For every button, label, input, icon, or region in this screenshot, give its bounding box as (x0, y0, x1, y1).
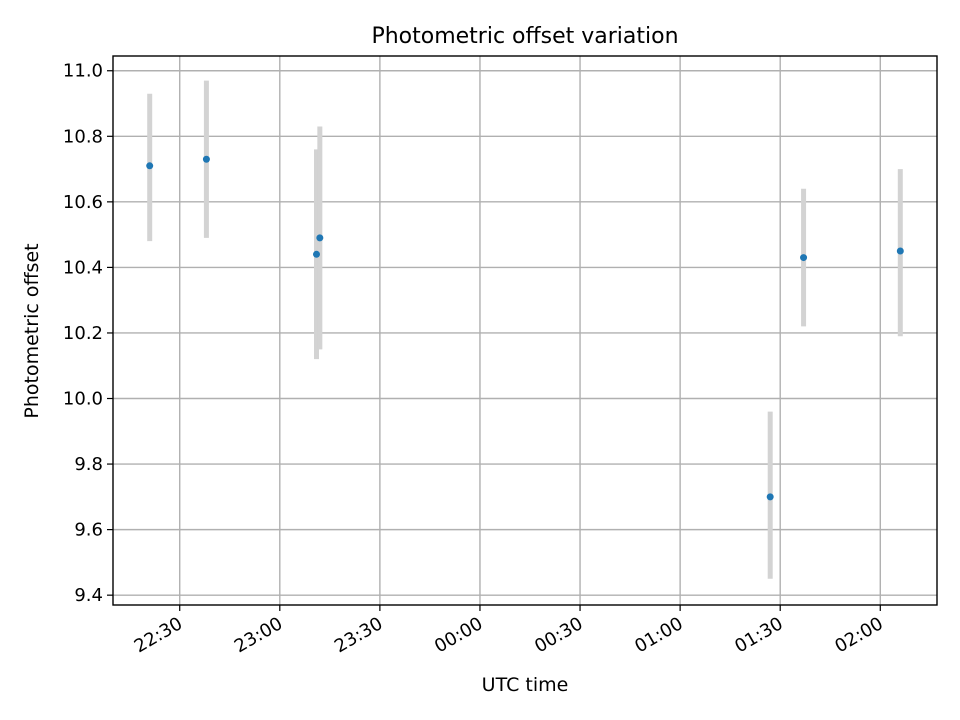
x-tick-label: 22:30 (131, 613, 186, 657)
data-point (800, 254, 808, 262)
chart-title: Photometric offset variation (371, 24, 678, 49)
y-tick-label: 10.6 (63, 192, 103, 213)
error-bars (147, 80, 903, 579)
data-point (766, 493, 774, 501)
y-tick-label: 10.8 (63, 126, 103, 147)
y-tick-label: 10.4 (63, 257, 103, 278)
data-point (316, 234, 324, 242)
plot-frame (112, 55, 938, 606)
y-tick-label: 9.6 (74, 520, 103, 541)
tick-labels: 22:30 23:00 23:30 00:00 00:30 01:00 01:30 02:00… (63, 61, 887, 658)
x-tick-label: 01:30 (731, 613, 786, 657)
data-point (202, 155, 210, 163)
y-tick-label: 10.2 (63, 323, 103, 344)
ticks (107, 70, 881, 611)
x-tick-label: 00:00 (431, 613, 486, 657)
data-points (146, 155, 904, 501)
x-tick-label: 23:30 (331, 613, 386, 657)
data-point (312, 250, 320, 258)
y-tick-label: 11.0 (63, 61, 103, 82)
y-tick-label: 9.8 (74, 454, 103, 475)
x-tick-label: 23:00 (231, 613, 286, 657)
y-axis-label: Photometric offset (21, 243, 43, 418)
y-tick-label: 9.4 (74, 585, 103, 606)
data-point (146, 162, 154, 170)
grid (113, 56, 937, 605)
x-tick-label: 00:30 (531, 613, 586, 657)
x-axis-label: UTC time (482, 674, 569, 696)
x-tick-label: 01:00 (631, 613, 686, 657)
y-tick-label: 10.0 (63, 389, 103, 410)
x-tick-label: 02:00 (831, 613, 886, 657)
data-point (896, 247, 904, 255)
